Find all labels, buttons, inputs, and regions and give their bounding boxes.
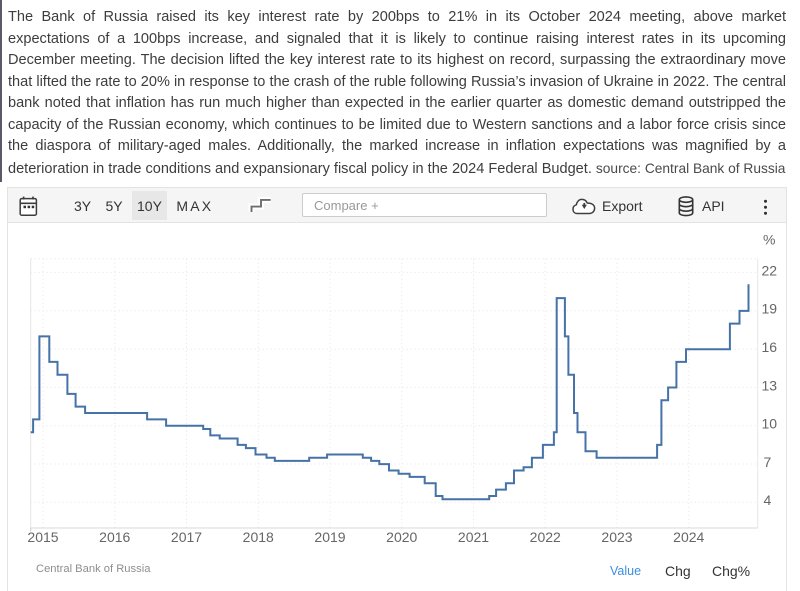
svg-text:2017: 2017 — [171, 529, 202, 545]
svg-text:2019: 2019 — [314, 529, 345, 545]
svg-text:13: 13 — [762, 377, 778, 393]
svg-text:10: 10 — [762, 416, 778, 432]
svg-text:%: % — [763, 231, 775, 247]
svg-text:7: 7 — [764, 454, 772, 470]
svg-text:2018: 2018 — [243, 529, 274, 545]
svg-text:16: 16 — [762, 339, 778, 355]
svg-text:2022: 2022 — [530, 529, 561, 545]
svg-text:2015: 2015 — [27, 529, 58, 545]
svg-text:4: 4 — [764, 492, 772, 508]
svg-text:19: 19 — [762, 301, 778, 317]
svg-text:2020: 2020 — [386, 529, 417, 545]
svg-text:2023: 2023 — [601, 529, 632, 545]
svg-text:2024: 2024 — [673, 529, 704, 545]
svg-text:2021: 2021 — [458, 529, 489, 545]
svg-text:2016: 2016 — [99, 529, 130, 545]
svg-text:22: 22 — [762, 262, 778, 278]
